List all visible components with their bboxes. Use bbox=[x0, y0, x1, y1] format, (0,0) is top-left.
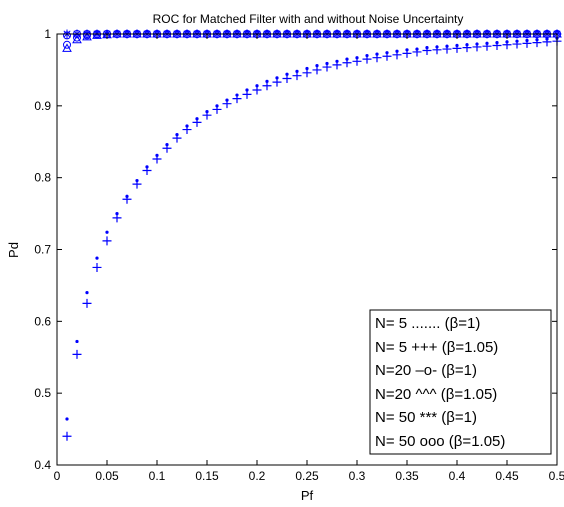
legend-entry-n20-beta1: N=20 –o- (β=1) bbox=[375, 362, 477, 379]
data-point bbox=[105, 230, 109, 234]
data-point bbox=[282, 74, 292, 84]
data-point bbox=[262, 81, 272, 91]
data-point bbox=[62, 43, 72, 52]
data-point bbox=[82, 298, 92, 308]
data-point bbox=[392, 50, 402, 60]
x-tick-label: 0.05 bbox=[95, 469, 119, 483]
data-point bbox=[452, 43, 462, 53]
y-tick-label: 1 bbox=[44, 27, 51, 41]
x-tick-label: 0.2 bbox=[249, 469, 266, 483]
data-point bbox=[312, 65, 322, 75]
data-point bbox=[92, 262, 102, 272]
data-point bbox=[232, 94, 242, 104]
data-point bbox=[352, 56, 362, 66]
x-tick-label: 0.3 bbox=[349, 469, 366, 483]
data-point bbox=[63, 40, 71, 49]
legend-entry-n50-beta1: N= 50 *** (β=1) bbox=[375, 409, 477, 426]
y-tick-label: 0.8 bbox=[34, 171, 51, 185]
data-point bbox=[472, 42, 482, 52]
data-point bbox=[492, 40, 502, 50]
x-tick-label: 0.15 bbox=[195, 469, 219, 483]
data-point bbox=[252, 85, 262, 95]
data-point bbox=[402, 48, 412, 58]
legend-entry-n5-beta1: N= 5 ....... (β=1) bbox=[375, 315, 480, 332]
data-point bbox=[302, 68, 312, 78]
x-tick-label: 0.25 bbox=[295, 469, 319, 483]
data-point bbox=[522, 38, 532, 48]
data-point bbox=[182, 125, 192, 135]
data-point bbox=[442, 44, 452, 54]
chart-title: ROC for Matched Filter with and without … bbox=[153, 12, 464, 26]
data-point bbox=[63, 31, 71, 40]
data-point bbox=[322, 62, 332, 72]
series-2 bbox=[62, 36, 562, 441]
data-point bbox=[152, 154, 162, 164]
data-point bbox=[272, 77, 282, 87]
x-tick-label: 0.1 bbox=[149, 469, 166, 483]
data-point bbox=[72, 34, 82, 44]
legend: N= 5 ....... (β=1) N= 5 +++ (β=1.05) N=2… bbox=[369, 309, 552, 455]
data-point bbox=[202, 110, 212, 120]
data-point bbox=[502, 40, 512, 50]
legend-entry-n50-beta105: N= 50 ooo (β=1.05) bbox=[375, 433, 505, 450]
y-tick-label: 0.7 bbox=[34, 243, 51, 257]
data-point bbox=[75, 339, 79, 344]
data-point bbox=[142, 165, 152, 175]
legend-box bbox=[369, 309, 552, 455]
data-point bbox=[222, 99, 232, 109]
data-point bbox=[532, 38, 542, 48]
data-point bbox=[95, 256, 99, 260]
legend-entry-n20-beta105: N=20 ^^^ (β=1.05) bbox=[375, 386, 497, 403]
x-tick-label: 0.4 bbox=[449, 469, 466, 483]
data-point bbox=[382, 51, 392, 61]
data-point bbox=[332, 60, 342, 70]
data-point bbox=[482, 41, 492, 51]
y-axis-label: Pd bbox=[6, 242, 21, 258]
y-tick-label: 0.9 bbox=[34, 99, 51, 113]
data-point bbox=[432, 45, 442, 55]
data-point bbox=[462, 43, 472, 53]
x-tick-label: 0.45 bbox=[495, 469, 519, 483]
data-point bbox=[112, 213, 122, 223]
y-tick-label: 0.6 bbox=[34, 314, 51, 328]
axis-ticks: 0 0.05 0.1 0.15 0.2 0.25 0.3 0.35 0.4 0.45 0.5 0.4 0… bbox=[34, 27, 564, 483]
data-point bbox=[65, 417, 69, 421]
data-point bbox=[372, 53, 382, 63]
data-point bbox=[102, 236, 112, 246]
x-axis-label: Pf bbox=[301, 488, 314, 503]
legend-entry-n5-beta105: N= 5 +++ (β=1.05) bbox=[375, 339, 498, 356]
data-point bbox=[412, 47, 422, 57]
data-point bbox=[512, 39, 522, 49]
x-tick-label: 0.35 bbox=[395, 469, 419, 483]
data-point bbox=[192, 117, 202, 127]
data-point bbox=[362, 54, 372, 64]
data-point bbox=[212, 104, 222, 114]
data-point bbox=[292, 71, 302, 81]
x-tick-label: 0 bbox=[54, 469, 61, 483]
data-point bbox=[62, 431, 72, 441]
data-point bbox=[122, 194, 132, 204]
data-point bbox=[422, 46, 432, 56]
series-1 bbox=[65, 36, 559, 421]
data-point bbox=[132, 179, 142, 189]
y-tick-label: 0.5 bbox=[34, 386, 51, 400]
y-tick-label: 0.4 bbox=[34, 458, 51, 472]
data-point bbox=[542, 37, 552, 47]
data-point bbox=[342, 58, 352, 68]
x-tick-label: 0.5 bbox=[549, 469, 564, 483]
data-point bbox=[162, 143, 172, 153]
data-point bbox=[172, 133, 182, 143]
data-point bbox=[72, 349, 82, 359]
data-point bbox=[242, 89, 252, 99]
data-point bbox=[85, 291, 89, 295]
